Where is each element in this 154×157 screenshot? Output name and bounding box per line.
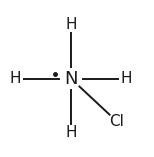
Text: H: H xyxy=(65,125,77,140)
Text: H: H xyxy=(121,71,132,86)
Text: N: N xyxy=(64,70,78,87)
Text: Cl: Cl xyxy=(110,114,124,129)
Text: H: H xyxy=(10,71,21,86)
Text: H: H xyxy=(65,17,77,32)
